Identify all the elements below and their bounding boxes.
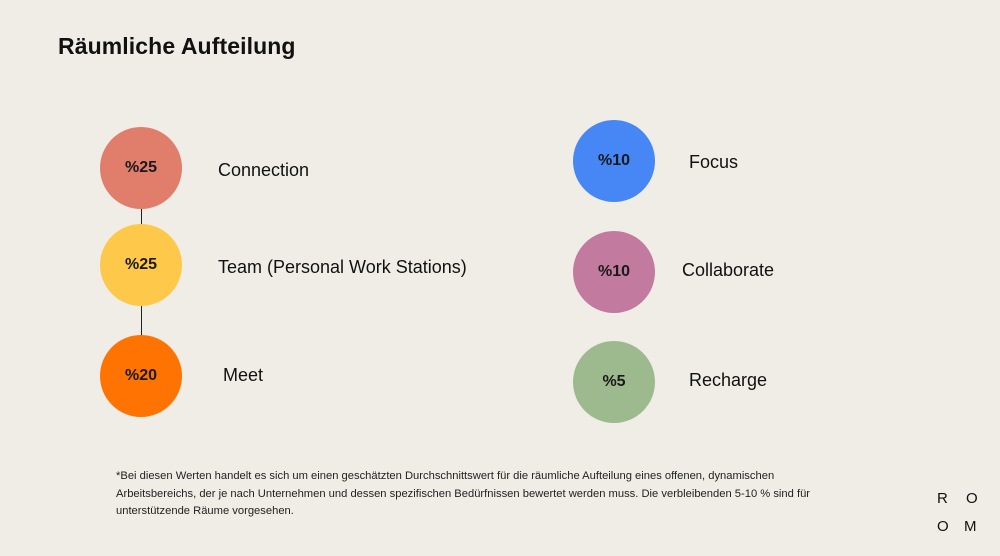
percent-circle-recharge: %5 bbox=[573, 341, 655, 423]
percent-circle-meet: %20 bbox=[100, 335, 182, 417]
label-recharge: Recharge bbox=[689, 370, 768, 390]
label-meet: Meet bbox=[223, 365, 264, 385]
percent-circle-collaborate: %10 bbox=[573, 231, 655, 313]
label-collaborate: Collaborate bbox=[682, 260, 775, 280]
percent-circle-connection: %25 bbox=[100, 127, 182, 209]
logo-letter: O bbox=[937, 518, 949, 535]
connector-line bbox=[141, 208, 142, 228]
logo-letter: O bbox=[966, 490, 978, 507]
label-connection: Connection bbox=[218, 160, 310, 180]
page-title: Räumliche Aufteilung bbox=[58, 33, 296, 59]
percent-circle-team: %25 bbox=[100, 224, 182, 306]
label-focus: Focus bbox=[689, 152, 739, 172]
percent-circle-focus: %10 bbox=[573, 120, 655, 202]
connector-line bbox=[141, 305, 142, 337]
logo-letter: M bbox=[964, 518, 977, 535]
footnote: *Bei diesen Werten handelt es sich um ei… bbox=[116, 470, 811, 517]
label-team: Team (Personal Work Stations) bbox=[218, 257, 467, 277]
room-logo: R O O M bbox=[928, 490, 988, 540]
logo-letter: R bbox=[937, 490, 948, 507]
